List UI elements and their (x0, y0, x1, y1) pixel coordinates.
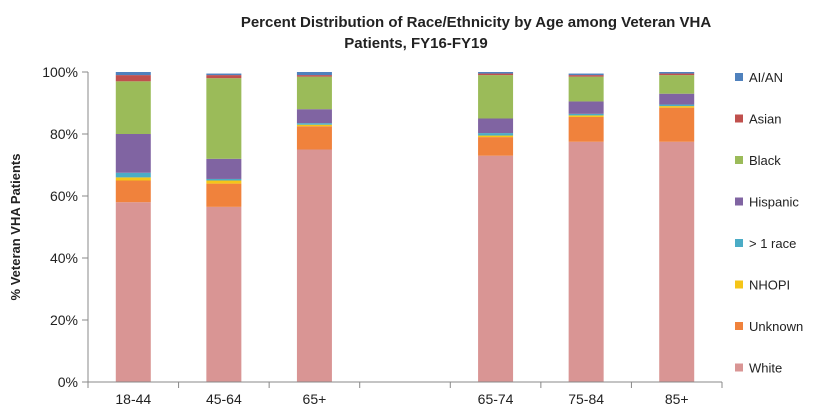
bar-segment (478, 133, 514, 136)
legend-label: AI/AN (749, 70, 783, 85)
axes (87, 72, 722, 383)
x-tick-label: 18-44 (115, 391, 151, 407)
bar-segment (478, 118, 514, 134)
bar-segment (568, 75, 604, 77)
x-axis-ticks: 18-44 45-64 65+ 65-74 75-84 85+ (87, 382, 723, 407)
bar-segment (659, 107, 695, 142)
bar-segment (478, 135, 514, 138)
y-axis-ticks: 0% 20% 40% 60% 80% 100% (42, 64, 88, 390)
bar-segment (568, 115, 604, 117)
x-tick-label: 65+ (303, 391, 327, 407)
legend-label: Hispanic (749, 195, 799, 210)
bar-segment (296, 72, 332, 76)
bar-segment (115, 134, 151, 173)
bar-segment (568, 116, 604, 142)
bar-segment (568, 76, 604, 102)
bar-segment (568, 113, 604, 116)
bar-segment (659, 72, 695, 74)
legend: AI/AN Asian Black Hispanic > 1 race NHOPI Unkn… (735, 70, 803, 376)
legend-label: Black (749, 153, 781, 168)
legend-swatch (735, 156, 743, 164)
legend-label: NHOPI (749, 278, 790, 293)
bar-segment (115, 202, 151, 382)
chart-title-line-2: Patients, FY16-FY19 (344, 35, 487, 52)
bar-segment (296, 149, 332, 382)
bar-segment (478, 155, 514, 382)
bar-segment (115, 75, 151, 82)
bar-segment (206, 183, 242, 207)
bar-segment (659, 73, 695, 76)
bar-segment (659, 75, 695, 94)
bar-segment (659, 141, 695, 382)
x-tick-label: 85+ (665, 391, 689, 407)
bar-segment (115, 180, 151, 203)
bar-segment (478, 72, 514, 74)
bar-segment (115, 177, 151, 181)
bar-segment (115, 81, 151, 134)
bar-segment (568, 101, 604, 114)
bar-segment (478, 137, 514, 156)
legend-swatch (735, 114, 743, 123)
x-tick-label: 65-74 (478, 391, 514, 407)
legend-label: Asian (749, 112, 782, 127)
x-tick-label: 45-64 (206, 391, 242, 407)
bar-segment (206, 75, 242, 79)
bar-segment (206, 180, 242, 184)
y-tick-label: 0% (58, 374, 78, 390)
legend-label: Unknown (749, 319, 803, 334)
y-tick-label: 100% (42, 64, 78, 80)
bar-segment (206, 158, 242, 179)
bar-segment (206, 73, 242, 76)
y-tick-label: 80% (50, 126, 78, 142)
bar-segment (296, 126, 332, 150)
legend-swatch (735, 239, 743, 247)
chart-title: Percent Distribution of Race/Ethnicity b… (241, 14, 712, 52)
bar-segment (568, 73, 604, 76)
bar-segment (478, 73, 514, 76)
bar-segment (296, 76, 332, 110)
bar-segment (478, 75, 514, 119)
x-tick-label: 75-84 (568, 391, 604, 407)
legend-swatch (735, 197, 743, 206)
legend-label: White (749, 361, 782, 376)
bar-segment (296, 124, 332, 127)
bar-segment (296, 123, 332, 125)
bar-segment (659, 93, 695, 105)
legend-swatch (735, 73, 743, 81)
chart-title-line-1: Percent Distribution of Race/Ethnicity b… (241, 14, 712, 31)
legend-swatch (735, 280, 743, 289)
bar-segment (206, 178, 242, 181)
y-axis-label: % Veteran VHA Patients (8, 154, 23, 301)
bar-segment (115, 72, 151, 76)
legend-swatch (735, 322, 743, 330)
bar-segment (115, 172, 151, 178)
y-tick-label: 60% (50, 188, 78, 204)
bar-segment (206, 206, 242, 382)
bar-segment (296, 109, 332, 124)
y-tick-label: 20% (50, 312, 78, 328)
bar-segment (206, 78, 242, 159)
legend-swatch (735, 363, 743, 372)
bar-segment (659, 106, 695, 108)
y-tick-label: 40% (50, 250, 78, 266)
bar-segment (568, 141, 604, 382)
bar-segment (296, 75, 332, 77)
bar-segment (659, 104, 695, 107)
legend-label: > 1 race (749, 236, 796, 251)
bars (115, 72, 695, 382)
